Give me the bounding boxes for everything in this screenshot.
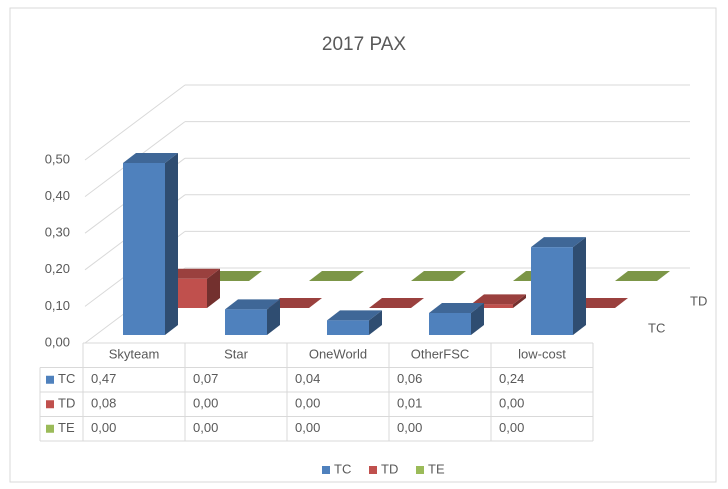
- table-cell: 0,06: [397, 371, 422, 386]
- bar-face: [369, 298, 424, 308]
- table-row-header: TD: [58, 396, 75, 411]
- bar-face: [615, 271, 670, 281]
- bar-face: [573, 237, 586, 335]
- bar-face: [225, 309, 267, 335]
- chart-title: 2017 PAX: [322, 34, 406, 55]
- bar: [411, 271, 466, 281]
- bar: [531, 237, 586, 335]
- bar: [207, 271, 262, 281]
- bar-face: [471, 303, 484, 335]
- table-cell: 0,00: [499, 420, 524, 435]
- bar: [429, 303, 484, 335]
- table-row-header: TC: [58, 371, 75, 386]
- table-cell: 0,00: [193, 396, 218, 411]
- chart-border: [9, 7, 717, 483]
- bar: [309, 271, 364, 281]
- bar-face: [411, 271, 466, 281]
- grid-line: [84, 84, 186, 161]
- bar: [123, 152, 178, 335]
- depth-axis-label: TD: [690, 293, 707, 308]
- bar: [327, 310, 382, 335]
- legend-key: [416, 466, 424, 474]
- table-cell: 0,00: [91, 420, 116, 435]
- legend-label: TD: [381, 461, 398, 476]
- bar-face: [225, 299, 280, 310]
- legend-key: [369, 466, 377, 474]
- table-cell: 0,00: [499, 396, 524, 411]
- bar: [573, 298, 628, 308]
- bar-face: [165, 268, 220, 279]
- table-cell: 0,00: [397, 420, 422, 435]
- x-tick-label: OtherFSC: [411, 347, 470, 362]
- table-legend-key: [46, 400, 54, 409]
- y-tick-label: 0,00: [45, 334, 70, 349]
- x-tick-label: OneWorld: [309, 347, 367, 362]
- y-tick-label: 0,10: [45, 298, 70, 313]
- bar-face: [471, 294, 526, 305]
- table-cell: 0,00: [295, 420, 320, 435]
- table-legend-key: [46, 424, 54, 433]
- table-legend-key: [46, 375, 54, 384]
- y-tick-label: 0,20: [45, 261, 70, 276]
- y-tick-label: 0,50: [45, 151, 70, 166]
- table-cell: 0,01: [397, 396, 422, 411]
- x-tick-label: Skyteam: [109, 347, 160, 362]
- table-cell: 0,07: [193, 371, 218, 386]
- bar-face: [165, 152, 178, 335]
- legend-label: TE: [428, 461, 445, 476]
- bar-face: [369, 310, 382, 335]
- table-cell: 0,00: [193, 420, 218, 435]
- bar-face: [429, 313, 471, 335]
- bar-face: [573, 298, 628, 308]
- bar-face: [267, 298, 322, 308]
- legend-key: [322, 466, 330, 474]
- bar-face: [513, 294, 526, 308]
- table-cell: 0,08: [91, 396, 116, 411]
- table-row-header: TE: [58, 420, 75, 435]
- bar-face: [123, 152, 178, 163]
- table-cell: 0,47: [91, 371, 116, 386]
- table-cell: 0,24: [499, 371, 524, 386]
- bar-face: [267, 299, 280, 335]
- bar: [615, 271, 670, 281]
- x-tick-label: low-cost: [518, 347, 566, 362]
- y-tick-label: 0,40: [45, 188, 70, 203]
- table-cell: 0,00: [295, 396, 320, 411]
- bar-face: [327, 320, 369, 335]
- bar-face: [327, 310, 382, 321]
- bar-face: [531, 247, 573, 335]
- x-tick-label: Star: [224, 347, 249, 362]
- bar: [225, 299, 280, 335]
- bar-face: [207, 268, 220, 308]
- bar-face: [123, 162, 165, 335]
- bar: [369, 298, 424, 308]
- y-tick-label: 0,30: [45, 225, 70, 240]
- bar-face: [429, 303, 484, 314]
- bar-face: [309, 271, 364, 281]
- depth-axis-label: TC: [648, 320, 665, 335]
- bar: [267, 298, 322, 308]
- bar-face: [531, 237, 586, 248]
- legend-label: TC: [334, 461, 351, 476]
- table-cell: 0,04: [295, 371, 320, 386]
- bar-face: [207, 271, 262, 281]
